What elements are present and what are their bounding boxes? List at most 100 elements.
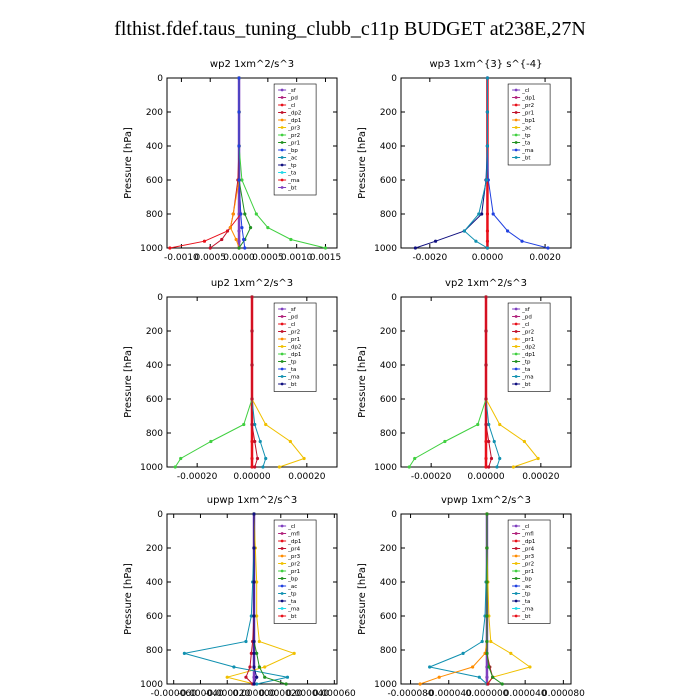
series-point [485, 580, 489, 584]
series-point [485, 110, 490, 114]
series-point [485, 651, 489, 656]
panel-title: wp2 1xm^2/s^3 [210, 59, 294, 70]
series-point [240, 226, 244, 230]
series-point [474, 239, 478, 243]
legend-entry: _ta [287, 599, 296, 605]
legend-entry: _ta [521, 599, 530, 605]
series-point [249, 614, 253, 618]
series-point [255, 456, 260, 461]
series-line-dp2 [408, 297, 487, 468]
legend-marker [280, 178, 284, 182]
series-point [546, 246, 550, 250]
series-point [484, 422, 488, 427]
legend-marker [280, 554, 284, 558]
legend-entry: _tp [287, 592, 297, 598]
legend-entry: _mfl [287, 532, 300, 538]
legend-entry: _ma [287, 375, 299, 381]
figure-title: flthist.fdef.taus_tuning_clubb_c11p BUDG… [114, 18, 586, 40]
series-point [506, 229, 510, 233]
legend-marker [514, 599, 518, 603]
legend-entry: _bt [521, 614, 531, 620]
series-point [244, 675, 248, 679]
legend-marker [514, 133, 518, 137]
legend-entry: _ac [521, 126, 531, 132]
y-tick-label: 200 [146, 327, 163, 337]
series-point [277, 465, 282, 469]
legend-marker [514, 539, 518, 543]
legend-entry: _tp [521, 592, 531, 598]
series-point [437, 675, 441, 679]
series-point [240, 178, 244, 182]
series-point [485, 76, 490, 80]
x-tick-label: 0.000020 [259, 689, 302, 699]
legend-entry: _cl [521, 322, 530, 328]
series-line-tp [184, 514, 288, 685]
y-tick-label: 400 [380, 578, 397, 588]
series-point [257, 665, 261, 669]
series-point [484, 295, 488, 299]
y-axis-label: Pressure [hPa] [123, 127, 134, 199]
x-tick-label: -0.000060 [151, 689, 197, 699]
series-point [250, 329, 254, 333]
series-point [485, 229, 490, 233]
legend-entry: _tp [521, 360, 531, 366]
series-point [208, 246, 212, 250]
series-point [485, 546, 489, 550]
y-axis-label: Pressure [hPa] [123, 346, 134, 418]
legend-entry: _pr1 [521, 569, 534, 575]
series-point [487, 422, 491, 427]
legend-entry: _bp [521, 577, 532, 583]
y-tick-label: 400 [380, 142, 397, 152]
series-point [237, 229, 241, 233]
series-point [407, 465, 411, 469]
panel-0: wp2 1xm^2/s^3 Pressure [hPa] 0 200 400 600 800… [123, 59, 341, 263]
legend-entry: _cl [521, 88, 530, 94]
series-point [237, 246, 241, 250]
legend-marker [280, 186, 284, 189]
legend-marker [514, 614, 518, 618]
series-point [302, 456, 306, 461]
legend-entry: _ma [521, 607, 533, 613]
legend-entry: _ma [521, 148, 533, 154]
series-point [202, 239, 207, 243]
series-point [252, 614, 256, 618]
legend-entry: _bt [287, 186, 297, 192]
series-point [520, 239, 524, 243]
series-point [461, 651, 465, 656]
series-line-tp [427, 514, 488, 685]
legend-entry: _pr2 [287, 562, 300, 568]
legend-entry: _bt [287, 382, 297, 388]
legend-entry: _pd [287, 96, 298, 102]
x-tick-label: -0.000040 [426, 689, 472, 699]
series-point [254, 212, 258, 216]
series-point [491, 675, 495, 679]
series-point [485, 675, 489, 679]
y-tick-label: 1000 [140, 463, 163, 473]
legend-marker [514, 562, 518, 565]
legend-marker [280, 382, 284, 386]
series-point [489, 456, 494, 461]
legend-marker [280, 352, 284, 356]
legend-marker [514, 337, 518, 341]
legend-entry: _cl [521, 524, 530, 530]
legend-entry: _sf [287, 88, 297, 94]
series-point [480, 639, 484, 644]
legend-entry: _ma [287, 607, 299, 613]
legend-marker [280, 592, 284, 595]
legend-marker [280, 126, 284, 129]
series-point [179, 456, 183, 461]
series-point [243, 246, 247, 250]
series-point [237, 110, 241, 114]
x-tick-label: 0.000080 [542, 689, 585, 699]
legend-entry: _dp2 [521, 345, 535, 351]
plot-frame [166, 77, 338, 249]
legend-entry: _pr1 [521, 111, 534, 117]
legend-entry: _dp1 [521, 96, 535, 102]
y-tick-label: 600 [380, 395, 397, 405]
series-point [418, 682, 422, 686]
series-point [528, 665, 532, 669]
series-point [471, 665, 475, 669]
series-point [237, 144, 241, 148]
y-tick-label: 200 [380, 108, 397, 118]
